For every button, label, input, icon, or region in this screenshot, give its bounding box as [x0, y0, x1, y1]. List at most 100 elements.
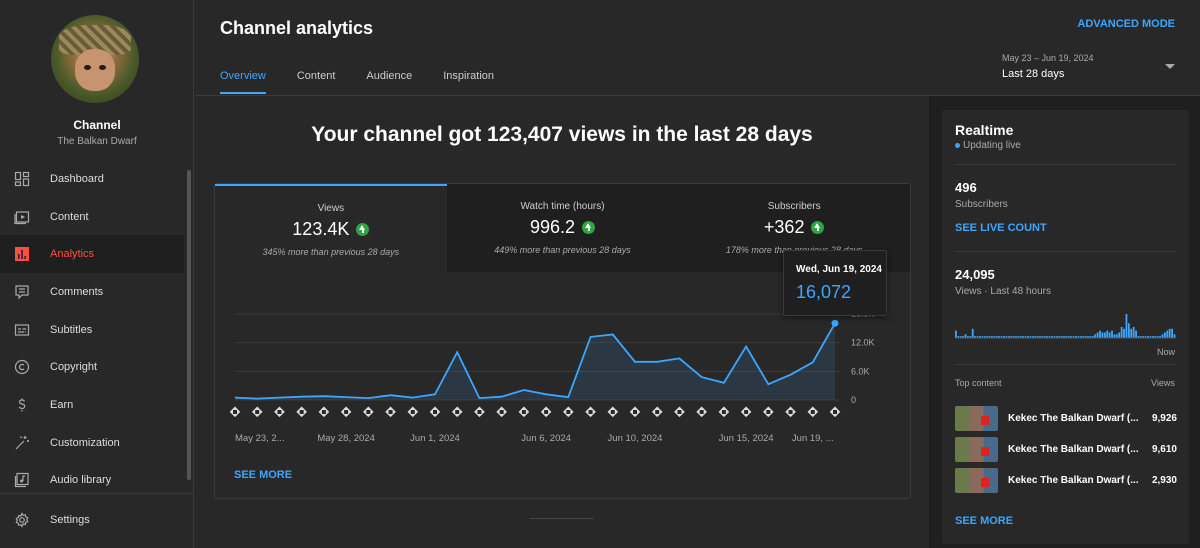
tab-inspiration[interactable]: Inspiration	[443, 70, 495, 82]
live-status: Updating live	[963, 140, 1021, 151]
sidebar-item-customization[interactable]: Customization	[0, 424, 184, 462]
upload-marker-icon	[429, 406, 441, 418]
realtime-bar	[1171, 328, 1173, 338]
sidebar-item-dashboard[interactable]: Dashboard	[0, 160, 184, 198]
x-tick-label: May 23, 2...	[235, 433, 285, 444]
video-views: 9,926	[1151, 413, 1177, 424]
upload-marker-icon	[718, 406, 730, 418]
top-content-row[interactable]: Kekec The Balkan Dwarf (... 2,930	[955, 468, 1177, 494]
realtime-bar	[967, 336, 969, 338]
top-content-row[interactable]: Kekec The Balkan Dwarf (... 9,926	[955, 406, 1177, 432]
see-more-button[interactable]: SEE MORE	[234, 469, 293, 481]
sidebar-item-settings[interactable]: Settings	[0, 501, 184, 539]
x-tick-label: Jun 15, 2024	[719, 433, 774, 444]
realtime-see-more-button[interactable]: SEE MORE	[955, 515, 1014, 527]
top-content-row[interactable]: Kekec The Balkan Dwarf (... 9,610	[955, 437, 1177, 463]
advanced-mode-button[interactable]: ADVANCED MODE	[1077, 18, 1175, 30]
sidebar-item-label: Earn	[50, 398, 74, 411]
metrics-card: Views 123.4K 345% more than previous 28 …	[214, 183, 911, 499]
settings-label: Settings	[50, 513, 90, 526]
realtime-views-count: 24,095	[955, 267, 995, 282]
realtime-bar	[1019, 336, 1022, 338]
upload-marker-icon	[474, 406, 485, 418]
views-column-header: Views	[1151, 378, 1175, 388]
realtime-bar	[1168, 328, 1171, 338]
sidebar-scrollbar[interactable]	[187, 170, 191, 480]
realtime-bar	[1130, 328, 1133, 338]
realtime-bar	[955, 330, 957, 338]
realtime-bar	[1154, 336, 1157, 338]
see-live-count-button[interactable]: SEE LIVE COUNT	[955, 222, 1047, 234]
sidebar-item-earn[interactable]: Earn	[0, 386, 184, 424]
realtime-bar	[988, 336, 991, 338]
sidebar-item-label: Content	[50, 210, 89, 223]
video-title: Kekec The Balkan Dwarf (...	[1008, 475, 1139, 486]
upload-marker-icon	[451, 406, 463, 418]
subscriber-count: 496	[955, 180, 977, 195]
upload-marker-icon	[318, 406, 330, 418]
metric-label: Watch time (hours)	[520, 201, 605, 212]
video-views: 2,930	[1151, 475, 1177, 486]
realtime-bar	[991, 336, 993, 338]
metric-tab-views[interactable]: Views 123.4K 345% more than previous 28 …	[215, 184, 447, 272]
sidebar-divider	[0, 493, 194, 494]
realtime-bar	[1060, 336, 1063, 338]
video-thumbnail	[955, 437, 998, 462]
sidebar-item-subtitles[interactable]: Subtitles	[0, 311, 184, 349]
date-range-text: May 23 – Jun 19, 2024	[1002, 53, 1094, 63]
channel-name: The Balkan Dwarf	[57, 136, 137, 147]
realtime-bar	[1156, 336, 1159, 338]
x-tick-label: May 28, 2024	[317, 433, 375, 444]
realtime-bar	[1046, 336, 1049, 338]
realtime-bar	[969, 336, 972, 338]
realtime-bar	[1087, 336, 1089, 338]
live-dot-icon	[955, 143, 960, 148]
realtime-bar	[971, 328, 974, 338]
realtime-bar	[974, 336, 977, 338]
realtime-bar	[1149, 336, 1152, 338]
realtime-bar	[1096, 332, 1099, 338]
realtime-bar	[1039, 336, 1041, 338]
metric-tab-watch-time[interactable]: Watch time (hours) 996.2 449% more than …	[446, 184, 679, 272]
realtime-bar	[1034, 336, 1037, 338]
realtime-bar	[1065, 336, 1068, 338]
upload-marker-icon	[807, 406, 819, 418]
realtime-bar	[1144, 336, 1147, 338]
realtime-bar	[1058, 336, 1061, 338]
y-tick-label: 0	[851, 395, 856, 405]
y-tick-label: 12.0K	[851, 338, 875, 348]
sidebar-item-analytics[interactable]: Analytics	[0, 235, 184, 274]
sidebar-item-copyright[interactable]: Copyright	[0, 348, 184, 386]
realtime-bar	[1135, 330, 1137, 338]
upload-marker-icon	[518, 406, 530, 418]
realtime-bar	[1007, 336, 1010, 338]
realtime-bar	[1084, 336, 1087, 338]
video-title: Kekec The Balkan Dwarf (...	[1008, 444, 1139, 455]
views-series-line	[234, 322, 836, 400]
channel-title: Channel	[73, 118, 121, 132]
tooltip-date: Wed, Jun 19, 2024	[796, 264, 882, 275]
realtime-bar-chart[interactable]	[955, 312, 1176, 342]
realtime-bar	[1053, 336, 1056, 338]
realtime-bar	[1111, 330, 1113, 338]
realtime-bar	[1010, 336, 1013, 338]
channel-avatar[interactable]	[51, 15, 139, 103]
dashboard-icon	[14, 171, 30, 187]
tab-content[interactable]: Content	[296, 70, 336, 82]
sidebar-item-comments[interactable]: Comments	[0, 273, 184, 311]
realtime-bar	[959, 336, 962, 338]
upload-marker-icon	[540, 406, 552, 418]
top-content-header: Top content	[955, 378, 1002, 388]
sidebar-item-content[interactable]: Content	[0, 198, 184, 236]
video-thumbnail	[955, 468, 998, 493]
upload-marker-icon	[785, 406, 796, 418]
audio-library-icon	[14, 472, 30, 488]
upload-marker-icon	[696, 406, 707, 418]
realtime-bar	[1101, 332, 1104, 338]
arrow-up-icon	[582, 221, 596, 234]
tab-audience[interactable]: Audience	[366, 70, 413, 82]
views-headline: Your channel got 123,407 views in the la…	[311, 123, 813, 146]
tab-overview[interactable]: Overview	[220, 70, 266, 94]
sidebar-item-audio-library[interactable]: Audio library	[0, 462, 184, 500]
